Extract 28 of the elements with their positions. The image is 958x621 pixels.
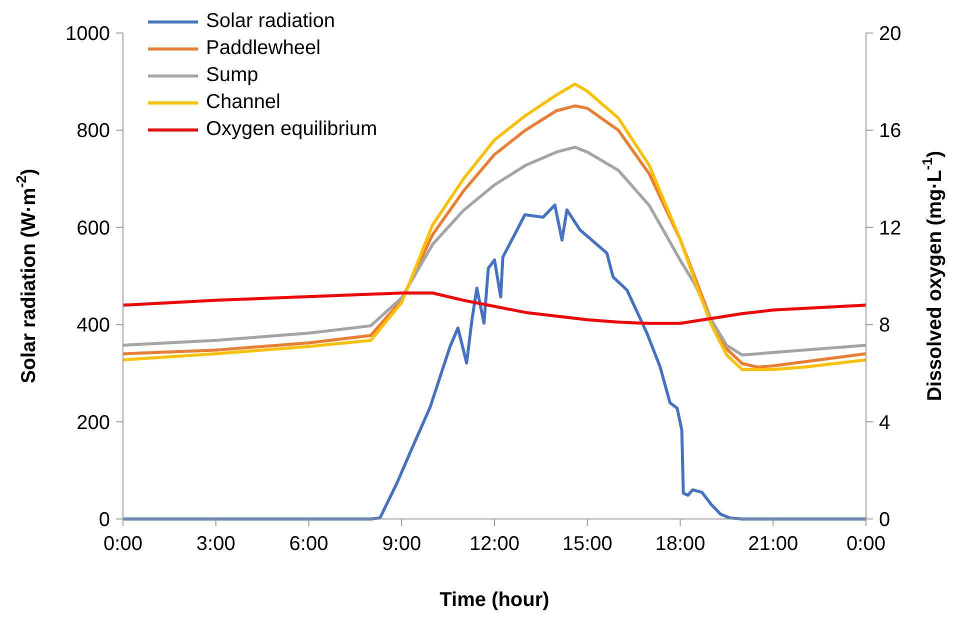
legend-label: Paddlewheel (206, 36, 321, 61)
x-tick-label: 6:00 (289, 533, 328, 555)
y-tick-label: 0 (98, 509, 110, 531)
legend-label: Sump (206, 63, 258, 88)
x-tick-label: 0:00 (104, 533, 142, 555)
line-series (123, 292, 866, 325)
y-tick-label: 600 (76, 217, 110, 240)
y2-tick-label: 0 (879, 509, 890, 531)
y2-tick-label: 8 (879, 314, 890, 337)
x-axis-title: Time (hour) (440, 589, 550, 612)
x-tick-label: 21:00 (748, 533, 798, 555)
y2-tick-label: 20 (879, 23, 902, 45)
x-tick-label: 15:00 (562, 533, 612, 555)
legend-label: Solar radiation (206, 9, 335, 34)
legend-label: Channel (206, 90, 281, 115)
x-tick-label: 12:00 (469, 533, 520, 555)
y-tick-label: 1000 (66, 23, 110, 45)
x-tick-label: 18:00 (655, 533, 706, 555)
y-tick-label: 400 (76, 314, 110, 337)
y2-tick-label: 12 (879, 217, 902, 240)
legend-label: Oxygen equilibrium (206, 117, 378, 142)
y2-tick-label: 16 (879, 120, 902, 142)
x-tick-label: 0:00 (846, 533, 886, 555)
y-tick-label: 800 (76, 120, 110, 142)
x-tick-label: 9:00 (382, 533, 422, 555)
x-tick-label: 3:00 (196, 533, 236, 555)
y-tick-label: 200 (76, 412, 110, 434)
y2-tick-label: 4 (879, 412, 890, 434)
